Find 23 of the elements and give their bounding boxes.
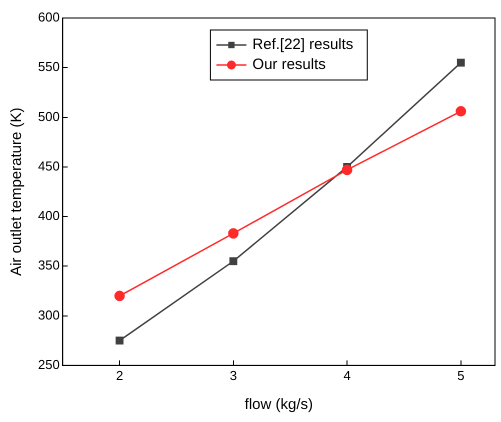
y-tick-label: 350 (38, 258, 60, 273)
legend-label: Ref.[22] results (252, 36, 354, 54)
y-tick-label: 450 (38, 158, 60, 174)
y-tick-label: 400 (38, 208, 60, 224)
point (114, 290, 125, 302)
point (456, 58, 465, 67)
y-tick-label: 600 (38, 10, 60, 25)
x-axis-title: flow (kg/s) (244, 396, 314, 414)
x-tick-label: 5 (457, 368, 464, 383)
x-tick-label: 3 (230, 368, 237, 383)
point (116, 336, 124, 345)
y-tick-label: 550 (38, 59, 60, 74)
y-tick-label: 250 (38, 356, 60, 372)
point (228, 228, 239, 239)
point (229, 257, 238, 266)
legend-label: Our results (252, 56, 326, 74)
point (342, 164, 352, 176)
y-tick-label: 300 (38, 307, 60, 322)
x-tick-label: 2 (116, 368, 124, 383)
y-tick-label: 500 (38, 108, 60, 124)
point (456, 106, 466, 117)
y-axis-title: Air outlet temperature (K) (8, 107, 26, 276)
x-tick-label: 4 (343, 368, 351, 383)
